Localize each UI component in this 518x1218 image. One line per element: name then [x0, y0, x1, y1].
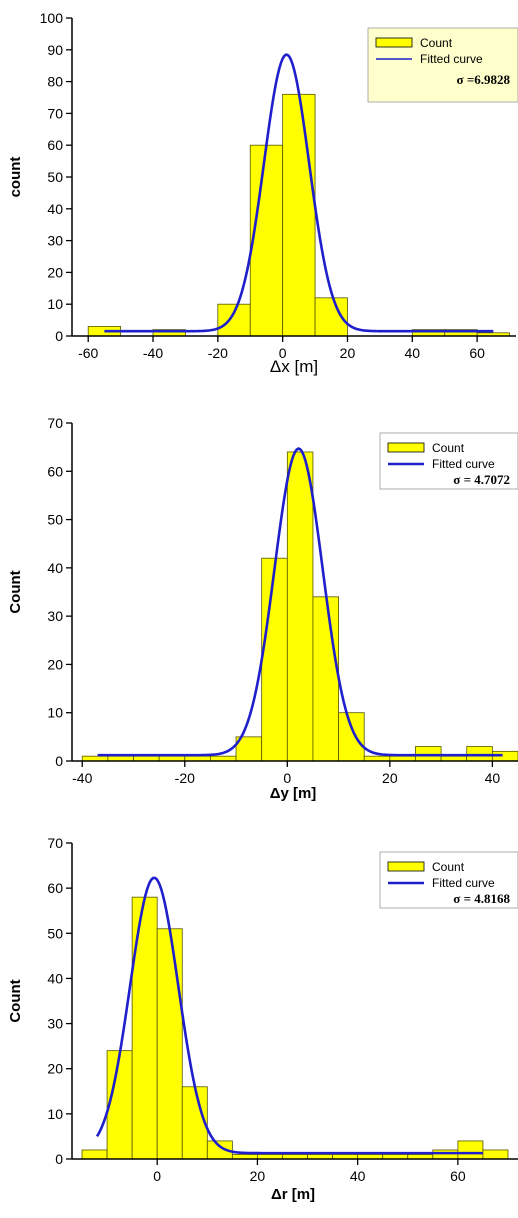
- legend-count-swatch: [375, 37, 413, 48]
- y-tick-label: 50: [47, 512, 63, 528]
- x-axis-title: Δr [m]: [271, 1186, 315, 1203]
- histogram-bar: [282, 93, 316, 336]
- y-tick-label: 20: [47, 1061, 63, 1077]
- fitted-curve: [95, 876, 483, 1155]
- legend-count-label: Count: [432, 860, 465, 874]
- histogram-bar: [466, 746, 493, 761]
- y-tick-label: 100: [40, 10, 64, 26]
- fitted-curve: [97, 447, 503, 757]
- x-tick-label: 40: [405, 345, 421, 361]
- histogram-delta-x: 0 10 20 30 40 50 60 70 80 90 100 -60 -40 -20 0 20 40 60 Δx…: [7, 10, 518, 376]
- y-axis-title: Count: [7, 570, 24, 613]
- histogram-bar: [156, 928, 183, 1159]
- y-tick-label: 0: [55, 753, 63, 769]
- y-tick-label: 30: [47, 608, 63, 624]
- x-tick-label: -20: [175, 770, 195, 786]
- histogram-bar: [81, 1149, 108, 1159]
- y-tick-label: 10: [47, 1106, 63, 1122]
- y-tick-label: 60: [47, 137, 63, 153]
- y-tick-label: 10: [47, 296, 63, 312]
- x-tick-label: -40: [143, 345, 163, 361]
- histogram-bar: [181, 1086, 208, 1159]
- y-tick-label: 70: [47, 415, 63, 431]
- legend-sigma-label: σ = 4.7072: [453, 472, 510, 487]
- histogram-bar: [476, 332, 510, 336]
- legend-count-label: Count: [432, 441, 465, 455]
- y-tick-label: 70: [47, 835, 63, 851]
- histogram-bar: [217, 303, 251, 336]
- y-tick-label: 60: [47, 880, 63, 896]
- x-tick-label: -60: [78, 345, 98, 361]
- legend-fit-label: Fitted curve: [420, 52, 483, 66]
- legend-sigma-label: σ = 4.8168: [453, 891, 510, 906]
- histogram-bar: [312, 596, 339, 761]
- legend-count-swatch: [387, 861, 425, 872]
- histogram-bar: [106, 1050, 133, 1159]
- histogram-bar: [286, 451, 314, 761]
- y-tick-label: 90: [47, 42, 63, 58]
- y-tick-label: 40: [47, 970, 63, 986]
- x-tick-label: 60: [469, 345, 485, 361]
- y-axis-title: count: [7, 157, 24, 198]
- legend-box: [379, 851, 518, 909]
- bars-group: [87, 93, 510, 336]
- histogram-delta-r: 0 10 20 30 40 50 60 70 0 20 40 60 Δr [m] Count Count Fi…: [7, 835, 518, 1203]
- x-tick-label: 0: [153, 1168, 161, 1184]
- y-tick-label: 60: [47, 463, 63, 479]
- histogram-bar: [338, 712, 365, 761]
- x-tick-label: -20: [208, 345, 228, 361]
- bars-group: [81, 896, 509, 1159]
- y-tick-label: 50: [47, 925, 63, 941]
- y-tick-label: 10: [47, 705, 63, 721]
- x-tick-label: 20: [382, 770, 398, 786]
- x-tick-label: 40: [350, 1168, 366, 1184]
- histogram-bar: [482, 1149, 509, 1159]
- y-tick-label: 80: [47, 74, 63, 90]
- y-tick-label: 40: [47, 560, 63, 576]
- fitted-curve: [104, 53, 494, 333]
- legend-sigma-label: σ =6.9828: [457, 72, 511, 87]
- y-tick-label: 0: [55, 328, 63, 344]
- histogram-bar: [432, 1149, 459, 1159]
- histogram-bar: [206, 1140, 233, 1159]
- x-axis-title: Δx [m]: [270, 357, 318, 376]
- legend-box: [379, 432, 518, 490]
- y-tick-label: 20: [47, 656, 63, 672]
- y-tick-label: 20: [47, 264, 63, 280]
- y-tick-label: 50: [47, 169, 63, 185]
- histogram-bar: [457, 1140, 484, 1159]
- y-tick-label: 40: [47, 201, 63, 217]
- x-tick-label: 20: [340, 345, 356, 361]
- y-axis-title: Count: [7, 979, 24, 1022]
- y-tick-label: 70: [47, 105, 63, 121]
- y-tick-label: 30: [47, 233, 63, 249]
- legend-count-label: Count: [420, 36, 453, 50]
- x-tick-label: 60: [450, 1168, 466, 1184]
- legend: Count Fitted curve σ =6.9828: [367, 27, 518, 103]
- histogram-bar: [152, 329, 186, 336]
- x-tick-label: 20: [250, 1168, 266, 1184]
- bars-group: [81, 451, 518, 761]
- histogram-bar: [261, 557, 288, 761]
- x-tick-label: -40: [72, 770, 92, 786]
- y-tick-label: 30: [47, 1016, 63, 1032]
- x-axis-title: Δy [m]: [270, 785, 317, 802]
- y-tick-label: 0: [55, 1151, 63, 1167]
- legend-count-swatch: [387, 442, 425, 453]
- x-tick-label: 0: [279, 345, 287, 361]
- histogram-bar: [415, 746, 442, 761]
- legend-fit-label: Fitted curve: [432, 457, 495, 471]
- histogram-bar: [131, 896, 158, 1159]
- x-tick-label: 0: [283, 770, 291, 786]
- legend-fit-label: Fitted curve: [432, 876, 495, 890]
- x-tick-label: 40: [485, 770, 501, 786]
- histogram-bar: [249, 144, 284, 336]
